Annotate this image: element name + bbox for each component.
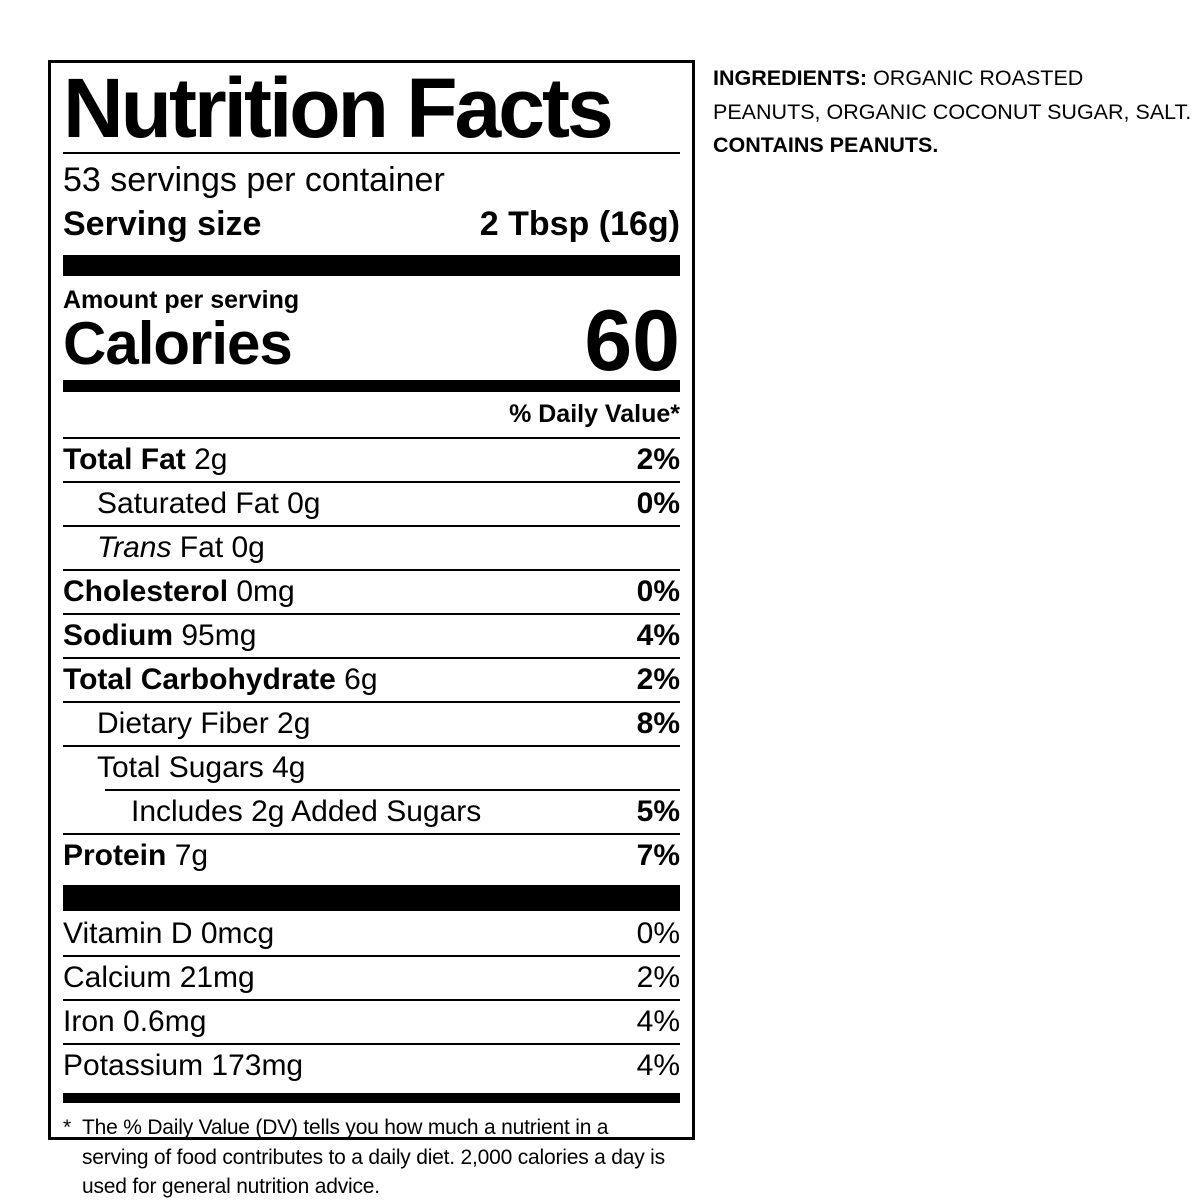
nutrient-name-amount: Cholesterol 0mg xyxy=(63,575,295,608)
row-separator xyxy=(105,789,680,791)
vitamin-mineral-rows: Vitamin D 0mcg 0% Calcium 21mg 2% Iron 0.6mg… xyxy=(63,913,680,1087)
nutrient-name-amount: Total Fat 2g xyxy=(63,443,228,476)
nutrient-daily-value: 0% xyxy=(636,917,680,950)
nutrient-daily-value: 2% xyxy=(636,443,680,476)
nutrient-name-amount: Vitamin D 0mcg xyxy=(63,917,275,950)
nutrient-daily-value: 5% xyxy=(636,795,680,828)
nutrient-rows: Total Fat 2g 2% Saturated Fat 0g 0% Trans Fa… xyxy=(63,437,680,877)
nutrient-name-amount: Saturated Fat 0g xyxy=(97,487,321,520)
ingredients-heading: INGREDIENTS: xyxy=(713,66,868,90)
nutrition-facts-label: Nutrition Facts 53 servings per containe… xyxy=(48,60,695,1198)
ingredients-list: ORGANIC ROASTED PEANUTS, ORGANIC COCONUT… xyxy=(713,66,1192,124)
nutrient-row: Sodium 95mg 4% xyxy=(63,615,680,657)
row-separator xyxy=(63,745,680,747)
row-separator xyxy=(63,613,680,615)
footnote-text: The % Daily Value (DV) tells you how muc… xyxy=(82,1116,665,1198)
serving-size-value: 2 Tbsp (16g) xyxy=(479,205,680,243)
nutrient-name-amount: Dietary Fiber 2g xyxy=(97,707,311,740)
nutrient-row: Total Sugars 4g xyxy=(63,747,680,789)
daily-value-header: % Daily Value* xyxy=(509,400,680,428)
nutrient-row: Vitamin D 0mcg 0% xyxy=(63,913,680,955)
nutrient-name-amount: Potassium 173mg xyxy=(63,1049,304,1082)
calories-label: Calories xyxy=(63,310,293,377)
nutrient-row: Total Carbohydrate 6g 2% xyxy=(63,659,680,701)
nutrient-row: Potassium 173mg 4% xyxy=(63,1045,680,1087)
divider-bar-thick xyxy=(63,885,680,911)
amount-per-serving-label: Amount per serving xyxy=(63,286,300,314)
nutrient-name-amount: Sodium 95mg xyxy=(63,619,257,652)
nutrient-row: Protein 7g 7% xyxy=(63,835,680,877)
row-separator xyxy=(63,657,680,659)
nutrient-row: Calcium 21mg 2% xyxy=(63,957,680,999)
serving-size-row: Serving size 2 Tbsp (16g) xyxy=(63,201,680,247)
ingredients-panel: INGREDIENTS: ORGANIC ROASTED PEANUTS, OR… xyxy=(713,62,1193,163)
nutrient-row: Trans Fat 0g xyxy=(63,527,680,569)
nutrient-daily-value: 2% xyxy=(636,961,680,994)
calories-value: 60 xyxy=(584,293,680,389)
nutrient-daily-value: 0% xyxy=(636,575,680,608)
divider-bar-medium xyxy=(63,380,680,392)
row-separator xyxy=(63,701,680,703)
nutrient-name-amount: Protein 7g xyxy=(63,839,209,872)
nutrient-daily-value: 8% xyxy=(636,707,680,740)
nutrient-daily-value: 0% xyxy=(636,487,680,520)
nutrient-row: Dietary Fiber 2g 8% xyxy=(63,703,680,745)
divider-bar-thick xyxy=(63,255,680,276)
nutrient-daily-value: 4% xyxy=(636,1005,680,1038)
nutrient-daily-value: 4% xyxy=(636,1049,680,1082)
divider-thin xyxy=(63,152,680,154)
contains-statement: CONTAINS PEANUTS. xyxy=(713,133,939,157)
row-separator xyxy=(63,833,680,835)
nutrient-name-amount: Calcium 21mg xyxy=(63,961,255,994)
nutrient-row: Includes 2g Added Sugars 5% xyxy=(63,791,680,833)
row-separator xyxy=(63,525,680,527)
nutrient-daily-value: 2% xyxy=(636,663,680,696)
servings-per-container: 53 servings per container xyxy=(63,161,445,199)
nutrient-row: Saturated Fat 0g 0% xyxy=(63,483,680,525)
divider-bar-medium xyxy=(63,1093,680,1103)
label-title: Nutrition Facts xyxy=(63,61,614,155)
ingredients-statement: INGREDIENTS: ORGANIC ROASTED PEANUTS, OR… xyxy=(713,62,1193,129)
row-separator xyxy=(63,999,680,1001)
nutrient-name-amount: Trans Fat 0g xyxy=(97,531,265,564)
row-separator xyxy=(63,955,680,957)
nutrient-name-amount: Total Carbohydrate 6g xyxy=(63,663,378,696)
calories-block: Amount per serving Calories 60 xyxy=(63,286,680,389)
nutrient-name-amount: Total Sugars 4g xyxy=(97,751,306,784)
nutrient-daily-value: 7% xyxy=(636,839,680,872)
nutrient-row: Iron 0.6mg 4% xyxy=(63,1001,680,1043)
daily-value-footnote: * The % Daily Value (DV) tells you how m… xyxy=(63,1113,680,1202)
row-separator xyxy=(63,437,680,439)
row-separator xyxy=(63,1043,680,1045)
calories-left: Amount per serving Calories xyxy=(63,286,299,374)
footnote-asterisk: * xyxy=(63,1116,71,1139)
nutrient-row: Total Fat 2g 2% xyxy=(63,439,680,481)
row-separator xyxy=(63,569,680,571)
nutrient-row: Cholesterol 0mg 0% xyxy=(63,571,680,613)
nutrient-daily-value: 4% xyxy=(636,619,680,652)
serving-size-label: Serving size xyxy=(63,205,262,243)
nutrient-name-amount: Includes 2g Added Sugars xyxy=(131,795,482,828)
row-separator xyxy=(63,481,680,483)
nutrient-name-amount: Iron 0.6mg xyxy=(63,1005,207,1038)
